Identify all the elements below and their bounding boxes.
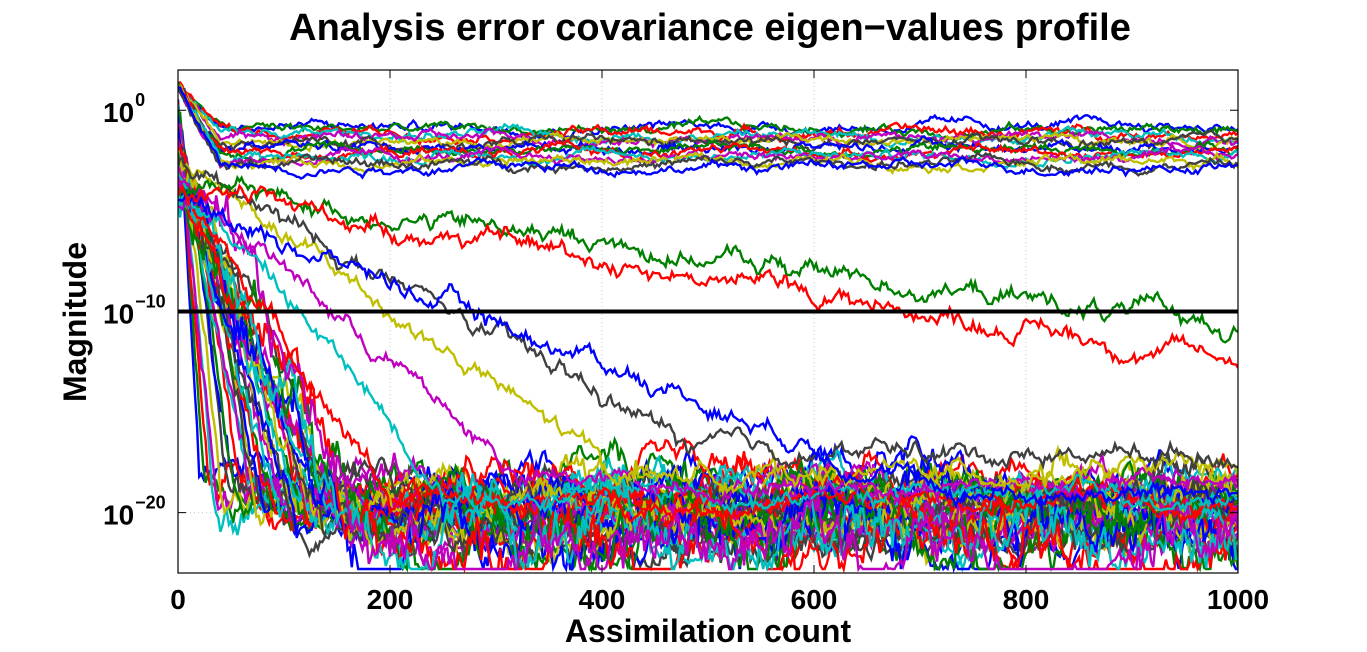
x-tick-label: 200 — [367, 584, 414, 615]
series-line — [178, 85, 1238, 158]
x-tick-label: 1000 — [1207, 584, 1269, 615]
series-line — [178, 183, 1238, 573]
series-line — [178, 86, 1238, 177]
y-tick-label: 10−20 — [103, 493, 166, 531]
series-line — [178, 85, 1238, 180]
series-line — [178, 183, 1238, 369]
series-line — [178, 166, 1238, 569]
series-line — [178, 189, 1238, 573]
series-line — [178, 188, 1238, 510]
series-line — [178, 176, 1238, 508]
x-axis-label: Assimilation count — [565, 613, 852, 649]
y-tick-label: 10−10 — [103, 291, 166, 329]
plot-frame — [177, 69, 1239, 574]
x-tick-label: 600 — [791, 584, 838, 615]
y-axis: 100 10−10 10−20 — [103, 90, 1238, 531]
x-axis: 0 200 400 600 800 1000 — [170, 70, 1269, 615]
y-tick-label: 100 — [103, 90, 145, 128]
x-tick-label: 0 — [170, 584, 186, 615]
x-tick-label: 800 — [1003, 584, 1050, 615]
x-tick-label: 400 — [579, 584, 626, 615]
chart-title: Analysis error covariance eigen−values p… — [289, 7, 1131, 49]
series-line — [178, 85, 1238, 141]
series-group — [178, 80, 1238, 573]
series-line — [178, 157, 1238, 472]
series-line — [178, 156, 1238, 497]
y-axis-label: Magnitude — [57, 242, 93, 402]
series-line — [178, 84, 1238, 176]
